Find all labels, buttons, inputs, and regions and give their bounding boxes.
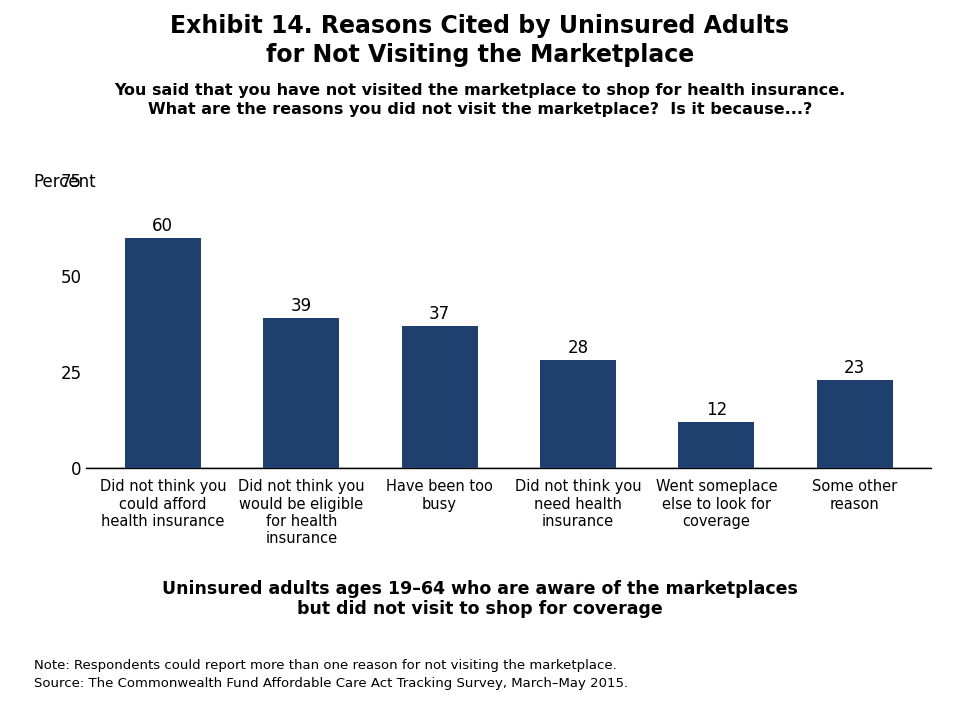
Text: Uninsured adults ages 19–64 who are aware of the marketplaces: Uninsured adults ages 19–64 who are awar… [162,580,798,598]
Text: Percent: Percent [34,173,96,191]
Text: Source: The Commonwealth Fund Affordable Care Act Tracking Survey, March–May 201: Source: The Commonwealth Fund Affordable… [34,677,628,690]
Text: 60: 60 [153,217,174,235]
Text: Exhibit 14. Reasons Cited by Uninsured Adults: Exhibit 14. Reasons Cited by Uninsured A… [171,14,789,38]
Text: 39: 39 [291,297,312,315]
Text: 12: 12 [706,401,727,419]
Text: for Not Visiting the Marketplace: for Not Visiting the Marketplace [266,43,694,67]
Bar [817,379,893,468]
Bar [540,361,616,468]
Text: 23: 23 [844,359,865,377]
Bar [125,238,201,468]
Bar [401,326,478,468]
Bar [263,318,339,468]
Text: You said that you have not visited the marketplace to shop for health insurance.: You said that you have not visited the m… [114,83,846,98]
Bar [679,422,755,468]
Text: but did not visit to shop for coverage: but did not visit to shop for coverage [298,600,662,618]
Text: Note: Respondents could report more than one reason for not visiting the marketp: Note: Respondents could report more than… [34,659,616,672]
Text: What are the reasons you did not visit the marketplace?  Is it because...?: What are the reasons you did not visit t… [148,102,812,117]
Text: 28: 28 [567,339,588,357]
Text: 37: 37 [429,305,450,323]
